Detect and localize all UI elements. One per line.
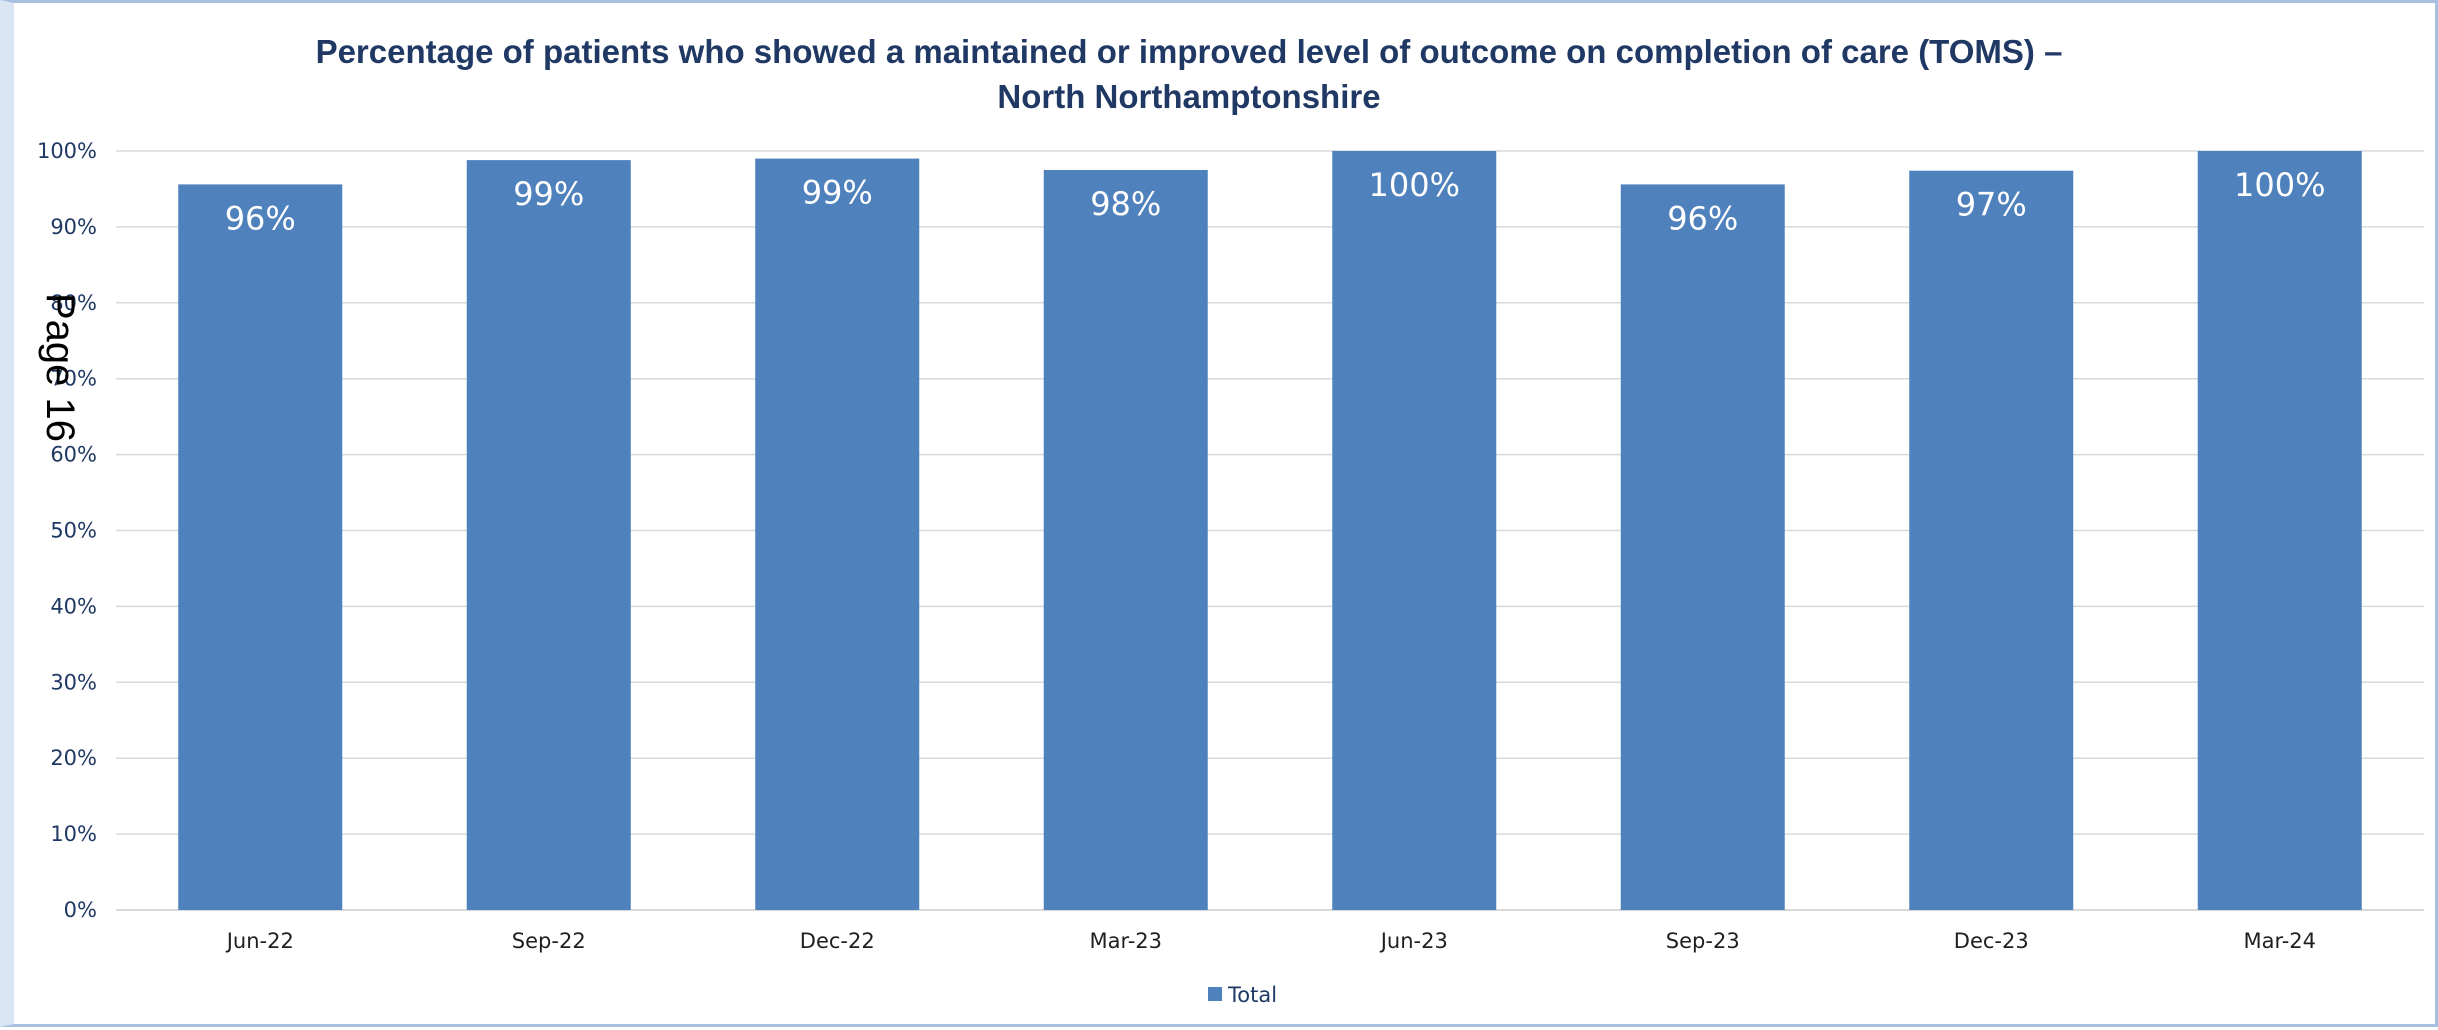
bar-jun-22 — [178, 184, 343, 910]
bar-sep-23 — [1620, 184, 1785, 910]
chart-title-line-1: Percentage of patients who showed a main… — [316, 33, 2063, 70]
data-label: 99% — [802, 174, 873, 212]
y-tick-label: 0% — [64, 898, 97, 922]
y-tick-label: 10% — [50, 822, 97, 846]
y-tick-label: 80% — [50, 291, 97, 315]
bar-dec-22 — [755, 158, 920, 911]
bars — [178, 151, 2362, 911]
chart-svg: Percentage of patients who showed a main… — [37, 33, 2424, 1007]
y-tick-label: 90% — [50, 215, 97, 239]
page-number-stamp: Page 16 — [38, 293, 82, 443]
data-labels: 96% 99% 99% 98% 100% 96% 97% 100% — [225, 166, 2326, 237]
x-axis-ticks: Jun-22 Sep-22 Dec-22 Mar-23 Jun-23 Sep-23 Dec-… — [225, 929, 2316, 953]
bar-mar-24 — [2197, 151, 2362, 910]
gridlines — [116, 150, 2424, 911]
data-label: 96% — [1667, 199, 1738, 237]
data-label: 97% — [1956, 186, 2027, 224]
y-tick-label: 40% — [50, 594, 97, 618]
legend: Total — [1208, 983, 1277, 1007]
x-tick-label: Dec-23 — [1954, 929, 2029, 953]
data-label: 99% — [513, 175, 584, 213]
data-label: 96% — [225, 199, 296, 237]
y-tick-label: 30% — [50, 670, 97, 694]
chart-title-line-2: North Northamptonshire — [997, 78, 1380, 115]
x-tick-label: Dec-22 — [800, 929, 875, 953]
bar-sep-22 — [466, 160, 631, 910]
legend-label: Total — [1227, 983, 1277, 1007]
y-tick-label: 50% — [50, 519, 97, 543]
data-label: 98% — [1090, 185, 1161, 223]
bar-mar-23 — [1043, 169, 1208, 911]
data-label: 100% — [2234, 166, 2325, 204]
y-tick-label: 100% — [37, 139, 97, 163]
x-tick-label: Mar-23 — [1089, 929, 1162, 953]
x-tick-label: Mar-24 — [2243, 929, 2316, 953]
x-tick-label: Jun-22 — [225, 929, 294, 953]
bar-dec-23 — [1909, 170, 2074, 910]
x-tick-label: Sep-22 — [512, 929, 586, 953]
legend-swatch — [1208, 987, 1222, 1001]
y-tick-label: 60% — [50, 443, 97, 467]
y-tick-label: 20% — [50, 746, 97, 770]
x-tick-label: Sep-23 — [1666, 929, 1740, 953]
y-tick-label: 70% — [50, 367, 97, 391]
bar-jun-23 — [1332, 151, 1497, 910]
x-tick-label: Jun-23 — [1379, 929, 1448, 953]
y-axis-ticks: 0% 10% 20% 30% 40% 50% 60% 70% 80% 90% 100% — [37, 139, 97, 922]
data-label: 100% — [1369, 166, 1460, 204]
